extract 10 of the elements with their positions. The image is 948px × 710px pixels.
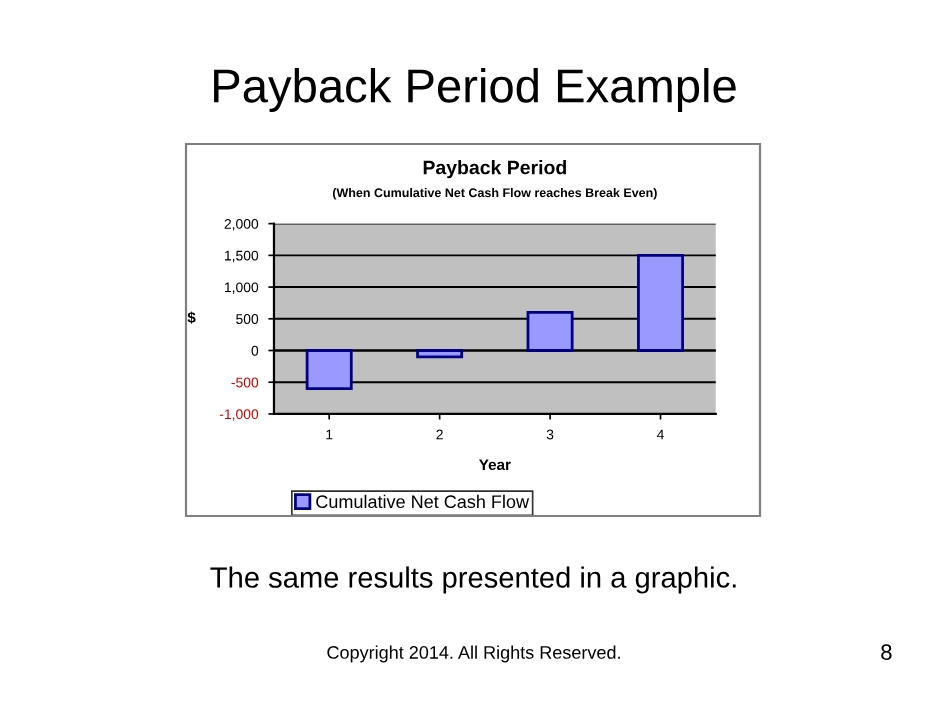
text: Payback Period Example bbox=[214, 67, 736, 113]
bar bbox=[637, 253, 684, 352]
bar bbox=[416, 349, 464, 359]
legend-label: Cumulative Net Cash Flow bbox=[316, 494, 530, 509]
text: Copyright 2014. All Rights Reserved. bbox=[327, 645, 620, 663]
text: The same results presented in a graphic. bbox=[210, 566, 736, 594]
bar bbox=[305, 349, 353, 390]
text: 8 bbox=[881, 644, 892, 660]
chart-title: Payback Period bbox=[423, 160, 566, 179]
bar bbox=[526, 311, 574, 352]
